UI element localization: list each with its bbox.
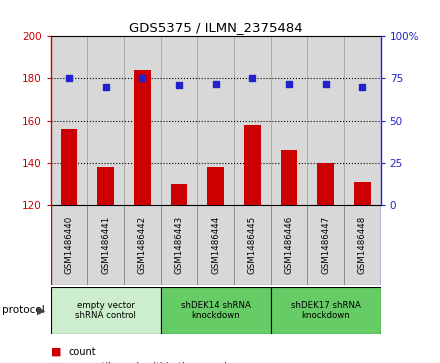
Text: ■: ■ bbox=[51, 362, 61, 363]
Bar bbox=[234, 36, 271, 205]
Text: GSM1486442: GSM1486442 bbox=[138, 216, 147, 274]
Bar bbox=[317, 163, 334, 205]
Bar bbox=[51, 205, 87, 285]
Bar bbox=[124, 36, 161, 205]
Text: percentile rank within the sample: percentile rank within the sample bbox=[68, 362, 233, 363]
Point bbox=[359, 84, 366, 90]
Text: count: count bbox=[68, 347, 96, 357]
Bar bbox=[171, 184, 187, 205]
Point bbox=[322, 81, 329, 86]
Bar bbox=[344, 205, 381, 285]
Text: empty vector
shRNA control: empty vector shRNA control bbox=[75, 301, 136, 320]
Bar bbox=[161, 36, 197, 205]
Title: GDS5375 / ILMN_2375484: GDS5375 / ILMN_2375484 bbox=[129, 21, 302, 34]
Bar bbox=[344, 36, 381, 205]
Bar bbox=[234, 205, 271, 285]
Point bbox=[249, 76, 256, 81]
Bar bbox=[244, 125, 260, 205]
Bar bbox=[271, 287, 381, 334]
Bar bbox=[87, 205, 124, 285]
Bar bbox=[124, 205, 161, 285]
Bar bbox=[87, 36, 124, 205]
Bar bbox=[51, 36, 87, 205]
Point bbox=[139, 76, 146, 81]
Bar bbox=[207, 167, 224, 205]
Text: GSM1486448: GSM1486448 bbox=[358, 216, 367, 274]
Bar bbox=[307, 36, 344, 205]
Text: GSM1486445: GSM1486445 bbox=[248, 216, 257, 274]
Text: GSM1486440: GSM1486440 bbox=[64, 216, 73, 274]
Point bbox=[286, 81, 293, 86]
Text: shDEK14 shRNA
knockdown: shDEK14 shRNA knockdown bbox=[181, 301, 250, 320]
Bar bbox=[197, 205, 234, 285]
Bar bbox=[97, 167, 114, 205]
Text: GSM1486443: GSM1486443 bbox=[174, 216, 183, 274]
Point bbox=[66, 76, 73, 81]
Point bbox=[102, 84, 109, 90]
Bar bbox=[354, 182, 370, 205]
Bar bbox=[271, 36, 307, 205]
Text: shDEK17 shRNA
knockdown: shDEK17 shRNA knockdown bbox=[291, 301, 360, 320]
Bar bbox=[307, 205, 344, 285]
Bar bbox=[271, 205, 307, 285]
Point bbox=[176, 82, 183, 88]
Text: GSM1486446: GSM1486446 bbox=[284, 216, 293, 274]
Text: GSM1486447: GSM1486447 bbox=[321, 216, 330, 274]
Bar bbox=[61, 129, 77, 205]
Bar bbox=[134, 70, 150, 205]
Point bbox=[212, 81, 219, 86]
Bar bbox=[161, 287, 271, 334]
Text: GSM1486444: GSM1486444 bbox=[211, 216, 220, 274]
Bar bbox=[51, 287, 161, 334]
Bar bbox=[197, 36, 234, 205]
Text: ■: ■ bbox=[51, 347, 61, 357]
Text: GSM1486441: GSM1486441 bbox=[101, 216, 110, 274]
Bar bbox=[161, 205, 197, 285]
Bar bbox=[281, 150, 297, 205]
Text: ▶: ▶ bbox=[37, 305, 46, 315]
Text: protocol: protocol bbox=[2, 305, 45, 315]
